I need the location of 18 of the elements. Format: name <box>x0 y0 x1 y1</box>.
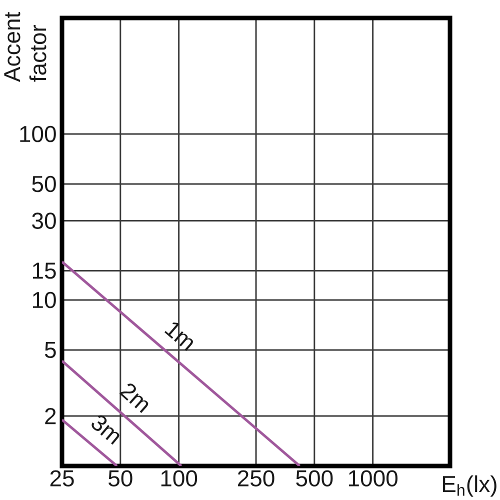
x-tick-label: 25 <box>50 470 74 486</box>
x-tick-label: 500 <box>296 470 333 486</box>
x-axis-title: E$_{h}$(lx) <box>442 475 496 497</box>
text: 3m <box>92 415 120 445</box>
y-tick-label: 30 <box>32 212 56 229</box>
x-tick-label: 50 <box>108 470 132 486</box>
y-tick-label: 10 <box>32 292 56 308</box>
x-tick-label: 1000 <box>348 470 398 486</box>
y-tick-label: 50 <box>32 176 56 192</box>
x-tick-label: 250 <box>238 470 274 486</box>
text: 2m <box>119 384 148 414</box>
y-tick-label: 100 <box>20 126 56 142</box>
text: 1m <box>164 322 193 351</box>
y-tick-label: 15 <box>32 262 56 279</box>
x-tick-label: 100 <box>161 470 198 486</box>
y-tick-label: 2 <box>45 408 56 424</box>
y-tick-label: 5 <box>44 342 56 358</box>
y-axis-title: Accent factor <box>4 12 46 82</box>
